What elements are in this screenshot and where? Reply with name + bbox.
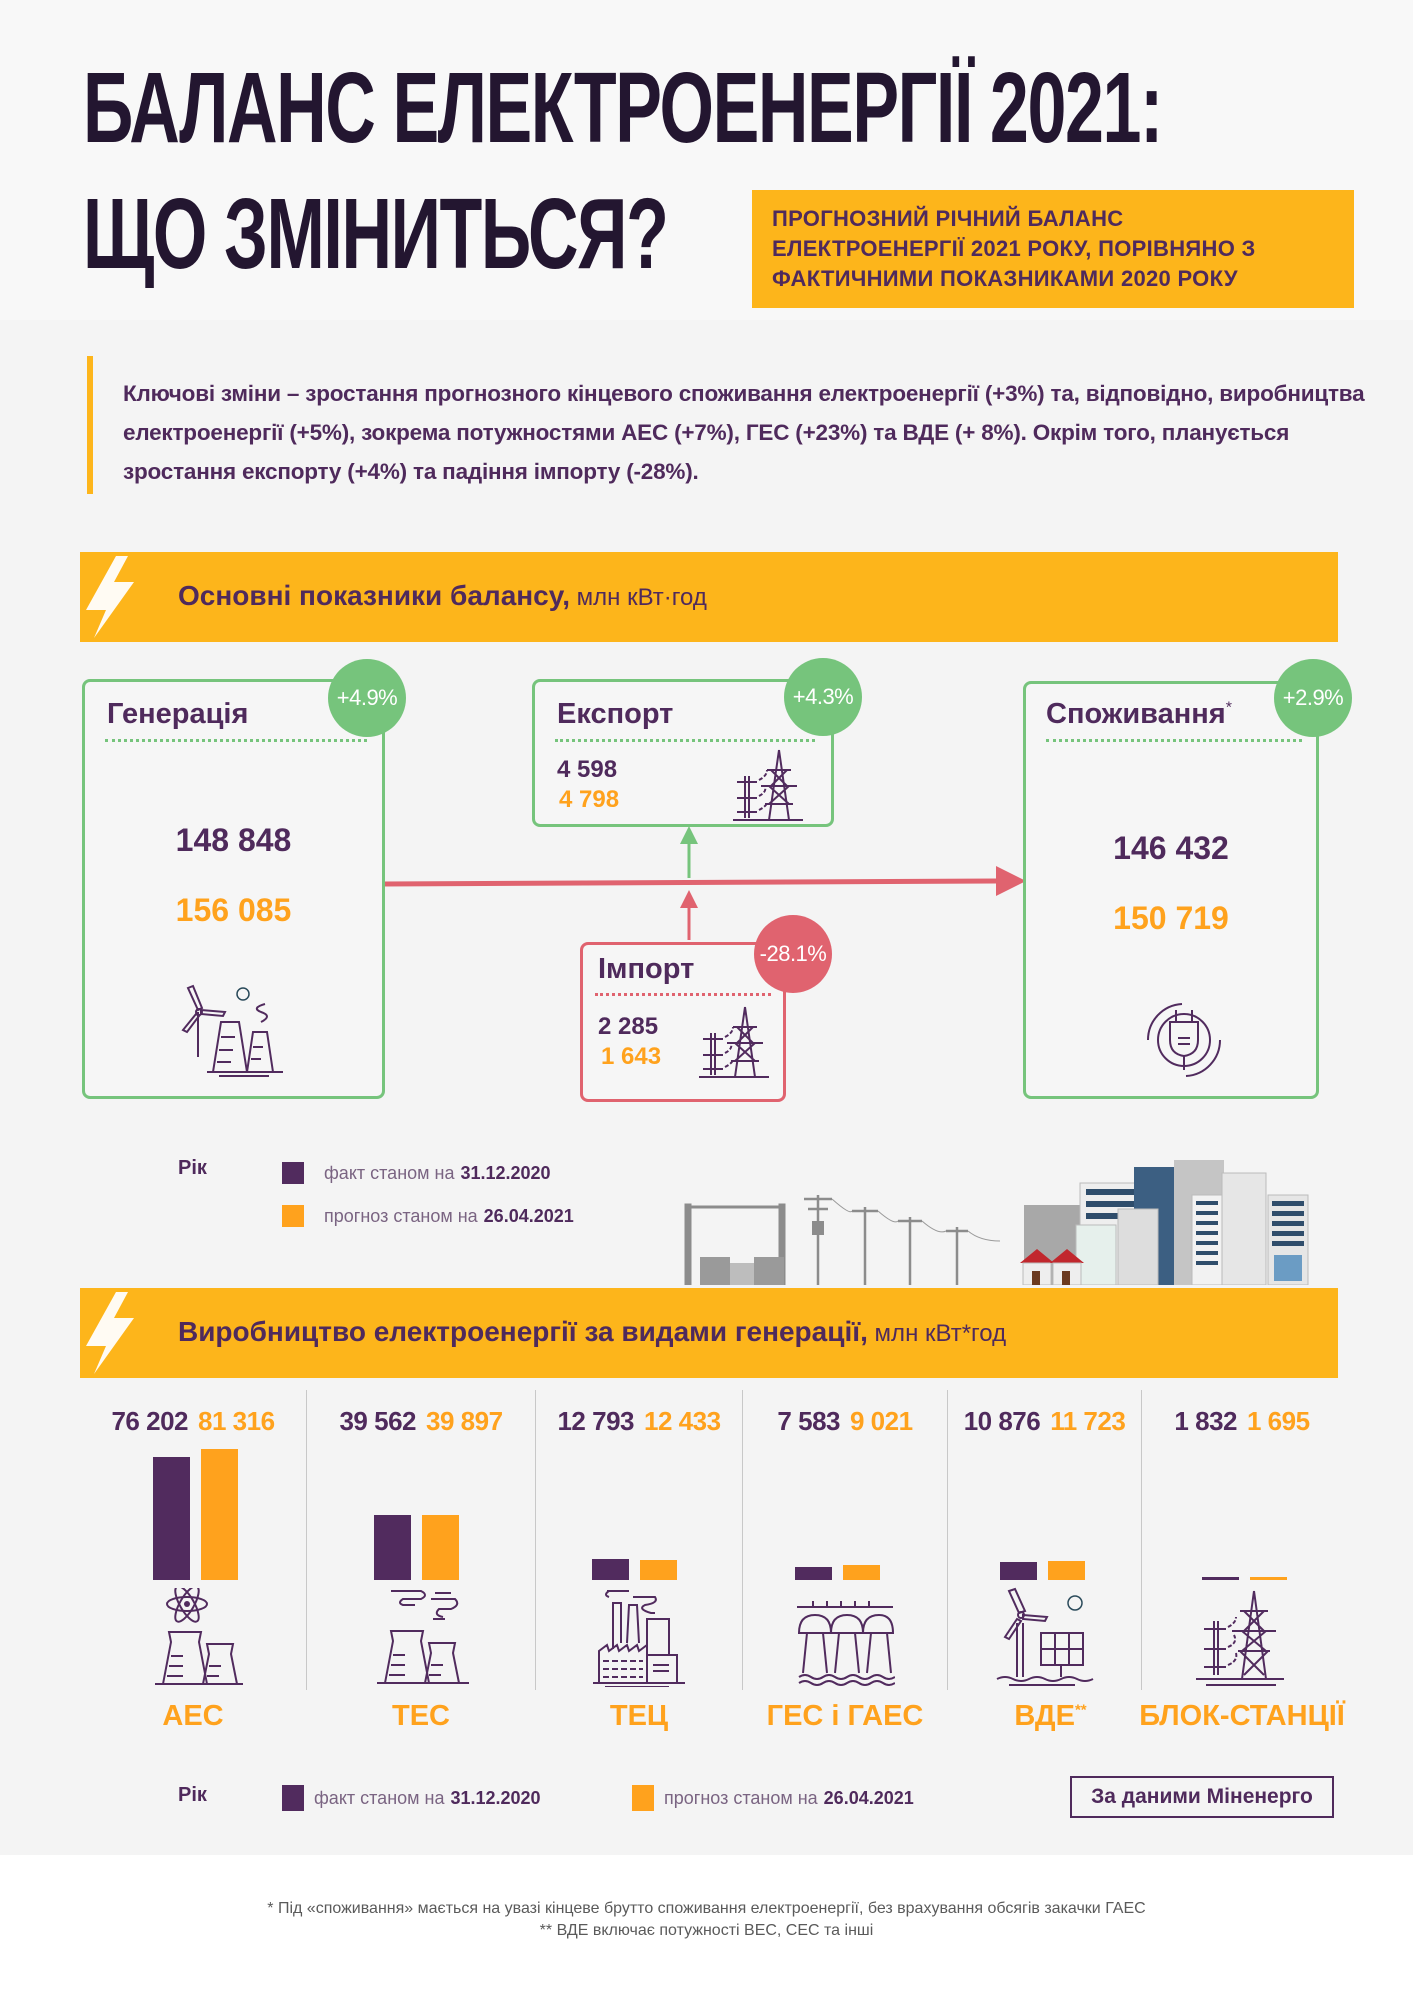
legend-fact: факт станом на 31.12.2020: [282, 1162, 551, 1184]
consumption-label: Споживання*: [1046, 698, 1232, 730]
hydro-dam-icon: [797, 1601, 895, 1686]
bar-group-tes: 39 562 39 897: [307, 1392, 535, 1692]
bar-values: 10 876 11 723: [963, 1406, 1126, 1436]
bar-forecast: [640, 1560, 677, 1580]
page-title-line2: ЩО ЗМІНИТЬСЯ?: [83, 178, 669, 290]
export-change-badge: +4.3%: [784, 658, 862, 736]
bar-group-tets: 12 793 12 433: [536, 1392, 742, 1692]
category-label-res: ВДЕ**: [1014, 1700, 1087, 1732]
bar-fact: [153, 1457, 190, 1580]
bar-values: 39 562 39 897: [339, 1406, 503, 1436]
fact-swatch: [282, 1785, 304, 1811]
category-label-hydro: ГЕС і ГАЕС: [766, 1700, 924, 1732]
bar-forecast: [1048, 1561, 1085, 1580]
grid-to-city-illustration: [684, 1160, 1309, 1285]
subtitle-box: ПРОГНОЗНИЙ РІЧНИЙ БАЛАНС ЕЛЕКТРОЕНЕРГІЇ …: [752, 190, 1354, 308]
power-line-tower-icon: [1196, 1590, 1284, 1686]
power-line-tower-icon: [699, 1006, 769, 1078]
renewables-wind-solar-icon: [996, 1587, 1093, 1686]
bar-fact: [1000, 1562, 1037, 1580]
divider: [555, 739, 815, 742]
category-label-block-stations: БЛОК-СТАНЦІЇ: [1139, 1700, 1345, 1732]
column-divider: [535, 1390, 536, 1690]
power-plant-wind-solar-icon: [181, 984, 283, 1077]
import-change-badge: -28.1%: [754, 915, 832, 993]
balance-section-banner: Основні показники балансу, млн кВт·год: [80, 552, 1338, 642]
consumption-change-badge: +2.9%: [1274, 659, 1352, 737]
generation-change-badge: +4.9%: [328, 659, 406, 737]
intro-quote: Ключові зміни – зростання прогнозного кі…: [87, 356, 1367, 494]
generation-forecast-value: 156 085: [175, 892, 292, 928]
generation-card: Генерація 148 848 156 085: [82, 679, 385, 1099]
consumption-card: Споживання* 146 432 150 719: [1023, 681, 1319, 1099]
legend-fact: факт станом на 31.12.2020: [282, 1785, 541, 1811]
lightning-bolt-icon: [86, 1292, 134, 1374]
legend-forecast: прогноз станом на 26.04.2021: [282, 1205, 574, 1227]
electric-plug-icon: [1146, 1003, 1222, 1077]
export-card: Експорт 4 598 4 798: [532, 679, 834, 827]
import-label: Імпорт: [598, 953, 695, 985]
import-forecast-value: 1 643: [601, 1043, 662, 1070]
subtitle-line: ФАКТИЧНИМИ ПОКАЗНИКАМИ 2020 РОКУ: [772, 266, 1238, 291]
bar-fact: [592, 1559, 629, 1580]
bar-values: 1 832 1 695: [1174, 1406, 1310, 1436]
column-divider: [742, 1390, 743, 1690]
legend-year-label: Рік: [178, 1157, 207, 1179]
category-label-tes: ТЕС: [392, 1700, 450, 1732]
export-fact-value: 4 598: [557, 756, 618, 783]
bar-forecast: [422, 1515, 459, 1580]
bar-fact: [374, 1515, 411, 1580]
bar-fact: [795, 1567, 832, 1580]
chp-plant-icon: [593, 1590, 685, 1687]
thermal-plant-icon: [377, 1590, 469, 1684]
export-label: Експорт: [557, 698, 674, 730]
bar-group-res: 10 876 11 723: [948, 1392, 1141, 1692]
generation-label: Генерація: [107, 698, 249, 730]
export-forecast-value: 4 798: [559, 786, 620, 813]
footnote-consumption: * Під «споживання» мається на увазі кінц…: [267, 1900, 1146, 1917]
category-label-tets: ТЕЦ: [609, 1700, 669, 1732]
bar-forecast: [1250, 1577, 1287, 1580]
page-title-line1: БАЛАНС ЕЛЕКТРОЕНЕРГІЇ 2021:: [83, 52, 1163, 164]
lightning-bolt-icon: [86, 556, 134, 638]
nuclear-plant-icon: [155, 1588, 243, 1685]
divider: [105, 739, 367, 742]
bar-group-hydro: 7 583 9 021: [743, 1392, 947, 1692]
bar-values: 76 202 81 316: [111, 1406, 275, 1436]
legend-forecast: прогноз станом на 26.04.2021: [632, 1785, 914, 1811]
source-label: За даними Міненерго: [1070, 1776, 1334, 1818]
power-line-tower-icon: [733, 749, 803, 821]
forecast-swatch: [282, 1205, 304, 1227]
subtitle-line: ПРОГНОЗНИЙ РІЧНИЙ БАЛАНС: [772, 206, 1124, 231]
column-divider: [306, 1390, 307, 1690]
column-divider: [947, 1390, 948, 1690]
balance-section-title: Основні показники балансу, млн кВт·год: [178, 580, 707, 611]
bar-group-block-stations: 1 832 1 695: [1142, 1392, 1342, 1692]
production-section-banner: Виробництво електроенергії за видами ген…: [80, 1288, 1338, 1378]
consumption-fact-value: 146 432: [1113, 830, 1229, 866]
fact-swatch: [282, 1162, 304, 1184]
footnote-res: ** ВДЕ включає потужності ВЕС, СЕС та ін…: [539, 1922, 874, 1939]
category-label-aes: АЕС: [162, 1700, 224, 1732]
subtitle-line: ЕЛЕКТРОЕНЕРГІЇ 2021 РОКУ, ПОРІВНЯНО З: [772, 236, 1256, 261]
bar-group-aes: 76 202 81 316: [80, 1392, 306, 1692]
bar-forecast: [843, 1565, 880, 1580]
import-card: Імпорт 2 285 1 643: [580, 942, 786, 1102]
bar-values: 7 583 9 021: [777, 1406, 913, 1436]
intro-text: Ключові зміни – зростання прогнозного кі…: [123, 381, 1365, 484]
column-divider: [1141, 1390, 1142, 1690]
bar-forecast: [201, 1449, 238, 1580]
divider: [1046, 739, 1302, 742]
import-fact-value: 2 285: [598, 1013, 659, 1040]
divider: [595, 993, 771, 996]
bar-values: 12 793 12 433: [557, 1406, 721, 1436]
legend-year-label: Рік: [178, 1784, 207, 1806]
consumption-forecast-value: 150 719: [1113, 900, 1229, 936]
forecast-swatch: [632, 1785, 654, 1811]
bar-fact: [1202, 1577, 1239, 1580]
generation-fact-value: 148 848: [175, 822, 292, 858]
production-section-title: Виробництво електроенергії за видами ген…: [178, 1316, 1007, 1347]
